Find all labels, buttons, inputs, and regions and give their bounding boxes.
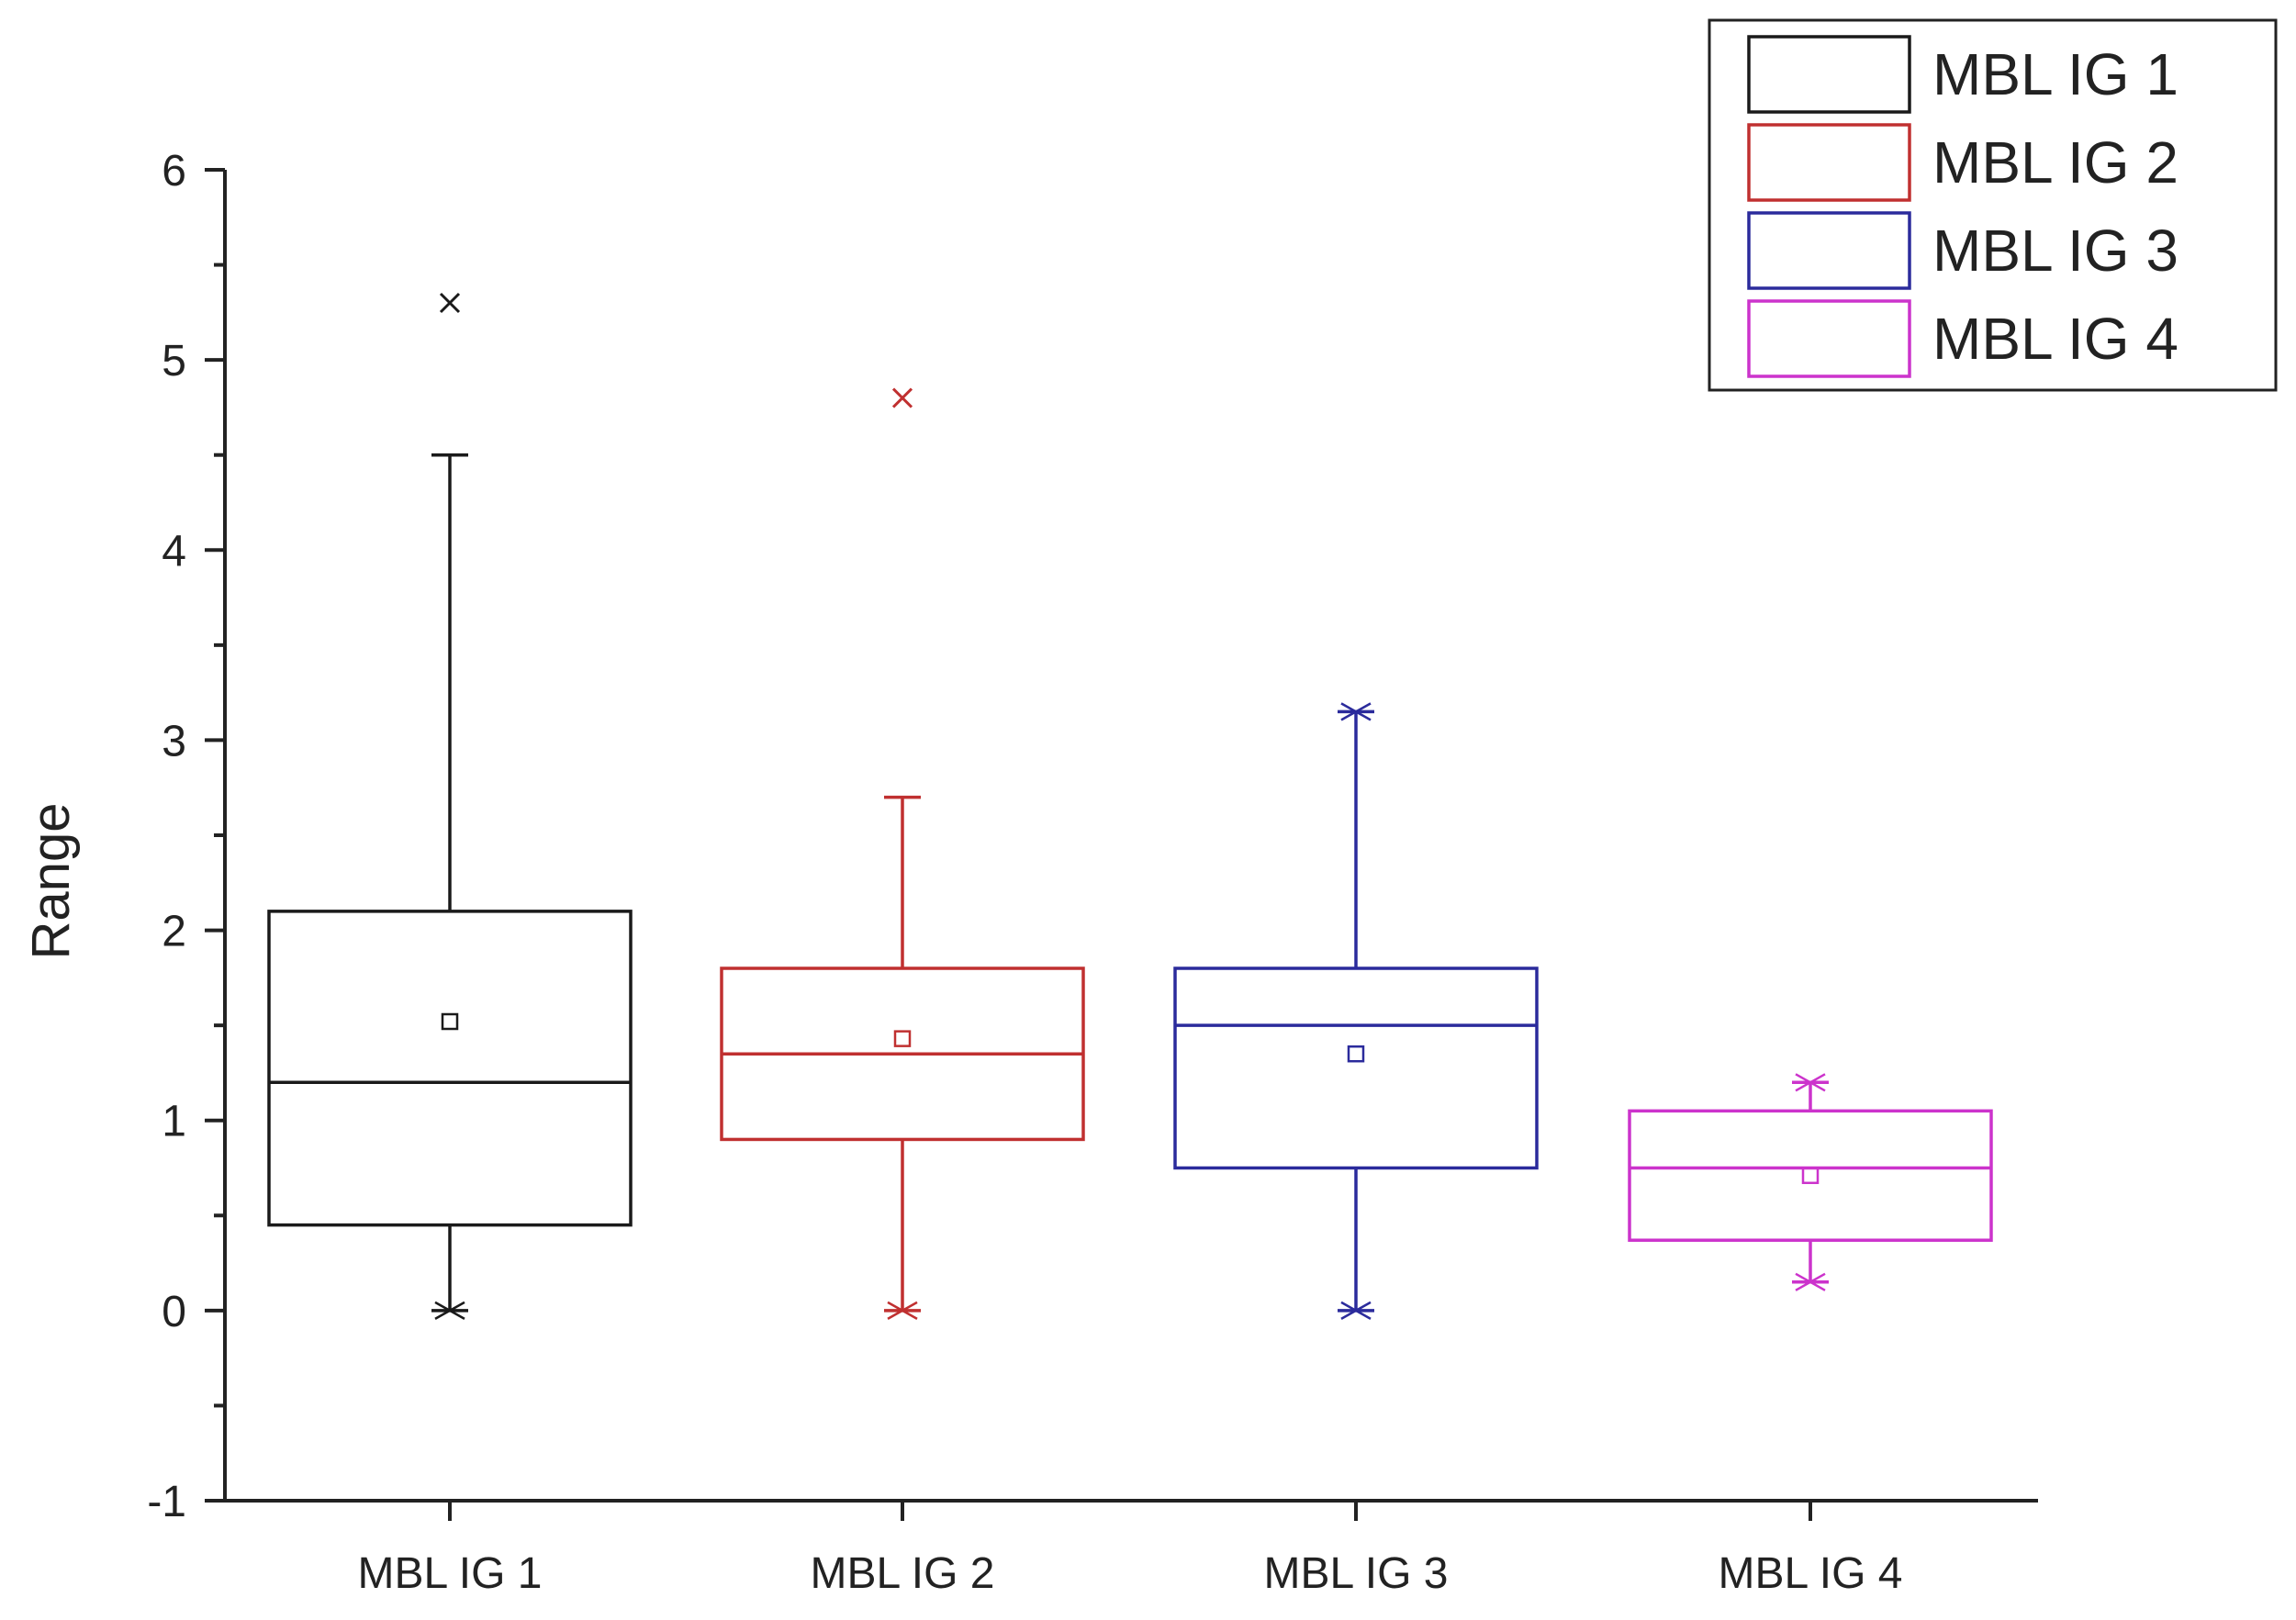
x-tick-label: MBL IG 4 xyxy=(1719,1549,1903,1598)
legend-swatch xyxy=(1747,299,1911,378)
y-tick-label: 1 xyxy=(162,1098,186,1146)
y-tick-label: 2 xyxy=(162,908,186,956)
box-series xyxy=(1173,702,1539,1320)
x-tick-label: MBL IG 3 xyxy=(1264,1549,1449,1598)
legend-swatch xyxy=(1747,123,1911,202)
mean-marker xyxy=(441,1012,459,1031)
y-tick-label: -1 xyxy=(147,1478,186,1526)
legend-label: MBL IG 4 xyxy=(1932,306,2178,372)
x-tick-label: MBL IG 1 xyxy=(358,1549,543,1598)
box-series xyxy=(267,292,633,1320)
max-marker xyxy=(1795,1073,1826,1092)
legend: MBL IG 1 MBL IG 2 MBL IG 3 MBL IG 4 xyxy=(1708,18,2278,392)
y-axis-title: Range xyxy=(21,803,81,960)
iqr-box xyxy=(267,910,633,1227)
mean-marker xyxy=(1347,1045,1365,1063)
x-tick-label: MBL IG 2 xyxy=(811,1549,995,1598)
legend-label: MBL IG 2 xyxy=(1932,129,2178,196)
mean-marker xyxy=(893,1030,912,1047)
legend-swatch xyxy=(1747,211,1911,290)
box-series xyxy=(1628,1073,1993,1291)
y-tick-label: 6 xyxy=(162,147,186,196)
legend-label: MBL IG 1 xyxy=(1932,41,2178,107)
iqr-box xyxy=(1173,966,1539,1170)
y-axis: -1 0 1 2 3 4 5 6 xyxy=(147,147,227,1526)
min-marker xyxy=(434,1301,465,1320)
y-tick-label: 4 xyxy=(162,527,186,575)
outlier-marker xyxy=(439,292,461,314)
iqr-box xyxy=(1628,1109,1993,1242)
min-marker xyxy=(1795,1272,1826,1291)
x-axis: MBL IG 1 MBL IG 2 MBL IG 3 MBL IG 4 xyxy=(225,1499,2038,1598)
legend-label: MBL IG 3 xyxy=(1932,218,2178,284)
y-tick-label: 5 xyxy=(162,337,186,385)
max-marker xyxy=(1340,702,1372,721)
min-marker xyxy=(1340,1301,1372,1320)
box-series xyxy=(720,387,1085,1320)
y-tick-label: 3 xyxy=(162,717,186,765)
mean-marker xyxy=(1801,1167,1820,1185)
outlier-marker xyxy=(891,387,913,408)
y-tick-label: 0 xyxy=(162,1288,186,1336)
box-series-group xyxy=(267,292,1993,1320)
min-marker xyxy=(887,1301,918,1320)
legend-frame xyxy=(1708,18,2278,392)
legend-swatch xyxy=(1747,35,1911,114)
